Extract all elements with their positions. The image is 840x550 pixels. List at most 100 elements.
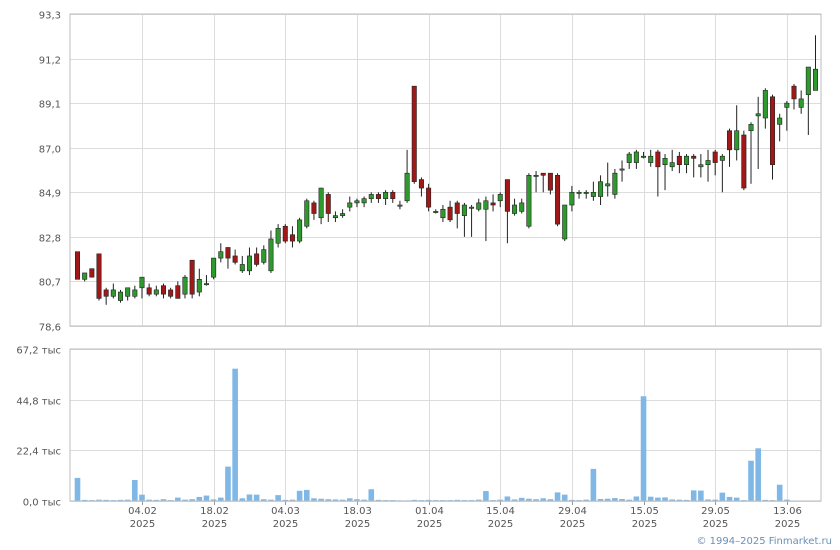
candle-body (117, 291, 123, 301)
candle (748, 122, 754, 184)
year-tick-label: 2025 (273, 519, 298, 530)
candle (246, 247, 252, 276)
volume-bar (189, 499, 195, 501)
candle-body (160, 285, 166, 295)
candle (440, 205, 446, 222)
candle (569, 185, 575, 212)
candle (762, 88, 768, 129)
candle-body (641, 155, 647, 158)
candle-body (698, 164, 704, 168)
volume-bar (454, 499, 461, 501)
candle-body (547, 172, 553, 191)
candle (426, 183, 432, 212)
candle (139, 276, 145, 299)
candle (770, 94, 776, 180)
candle-body (605, 183, 611, 187)
candle-body (483, 200, 489, 210)
volume-bar (103, 499, 109, 501)
volume-bar (411, 499, 418, 501)
candle (655, 149, 661, 197)
candle (275, 224, 281, 248)
candle-body (533, 175, 539, 177)
volume-bar (139, 494, 145, 501)
candle (268, 230, 274, 273)
candle-body (741, 134, 747, 189)
candle (583, 190, 589, 199)
candle-body (368, 194, 374, 199)
candle-body (626, 153, 632, 163)
candle (684, 154, 690, 174)
volume-bar (597, 498, 604, 501)
candle (648, 149, 654, 167)
candle-body (633, 151, 639, 163)
candle (340, 209, 346, 218)
candle-body (246, 255, 252, 272)
volume-bar (225, 466, 231, 501)
candle (125, 287, 131, 301)
candle-body (239, 264, 245, 272)
candle-body (727, 130, 733, 151)
candle-body (354, 200, 360, 204)
candle (168, 287, 174, 299)
candle-body (175, 285, 181, 299)
candle-body (82, 272, 88, 280)
candle (483, 196, 489, 242)
volume-bar (569, 499, 575, 501)
volume-bar (81, 499, 88, 501)
candle (361, 196, 367, 208)
candle (590, 181, 596, 201)
candle-body (590, 191, 596, 197)
volume-bar (590, 468, 597, 501)
candle (146, 283, 152, 297)
candle-body (203, 283, 209, 286)
candle-body (375, 194, 381, 199)
year-tick-label: 2025 (632, 519, 657, 530)
volume-bar (497, 499, 504, 501)
candle (160, 283, 166, 299)
volume-bar (619, 498, 625, 501)
price-panel-frame (69, 13, 822, 327)
volume-bar (698, 490, 704, 501)
candle (512, 198, 518, 216)
candle-body (182, 276, 188, 295)
candle-body (433, 211, 439, 213)
candle (175, 281, 181, 299)
candle-body (297, 219, 303, 242)
candle (211, 257, 217, 280)
candle (418, 177, 424, 197)
copyright-link[interactable]: © 1994–2025 Finmarket.ru (696, 536, 832, 547)
volume-tick-label: 44,8 тыс (16, 397, 61, 408)
candle-body (734, 130, 740, 151)
candle-body (719, 155, 725, 161)
volume-bar (375, 499, 382, 501)
candle-body (504, 179, 510, 212)
candle (261, 245, 267, 265)
price-tick-label: 80,7 (39, 278, 61, 289)
volume-bar (275, 495, 281, 501)
candle-body (784, 102, 790, 108)
candle-body (791, 85, 797, 100)
candle (719, 154, 725, 193)
candlestick-series (75, 35, 818, 305)
volume-bar (153, 499, 160, 501)
price-tick-label: 78,6 (39, 323, 61, 334)
candle-body (225, 247, 231, 259)
volume-bar (354, 499, 360, 501)
candle-body (397, 204, 403, 207)
volume-bar (776, 484, 783, 501)
candle (203, 275, 209, 286)
candle-body (361, 198, 367, 204)
volume-bar (612, 498, 618, 501)
candle (447, 200, 453, 222)
volume-bar (203, 495, 210, 501)
candle-body (418, 179, 424, 189)
volume-bar (690, 490, 697, 501)
candle (705, 149, 711, 182)
candle (347, 196, 353, 212)
candle-body (404, 172, 410, 202)
volume-bar (712, 499, 718, 501)
candle-body (461, 204, 467, 216)
volume-bar (626, 499, 633, 501)
volume-bar (361, 499, 367, 501)
candle-body (490, 202, 496, 206)
